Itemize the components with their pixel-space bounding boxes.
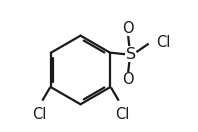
Text: Cl: Cl — [32, 107, 46, 122]
Text: O: O — [122, 21, 134, 36]
Text: Cl: Cl — [115, 107, 129, 122]
Text: S: S — [126, 47, 136, 62]
Text: Cl: Cl — [156, 35, 170, 50]
Text: O: O — [122, 72, 134, 87]
